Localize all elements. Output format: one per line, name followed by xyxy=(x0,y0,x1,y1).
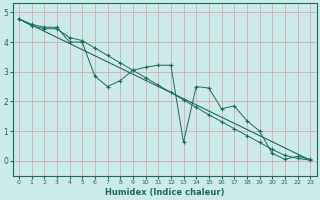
X-axis label: Humidex (Indice chaleur): Humidex (Indice chaleur) xyxy=(105,188,224,197)
